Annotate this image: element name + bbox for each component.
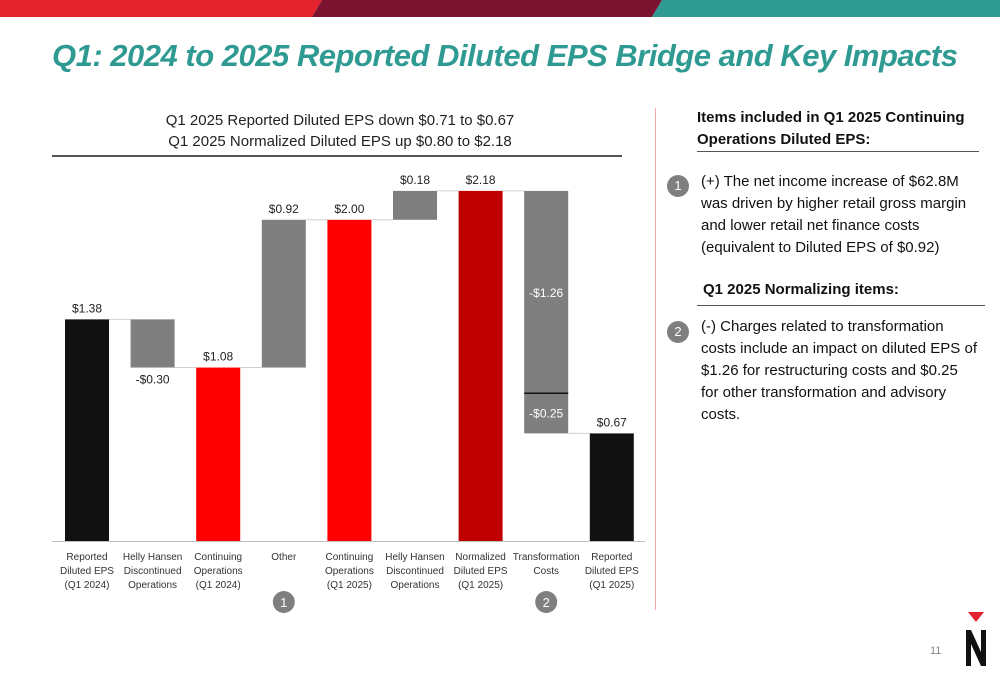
bar-label-3: $0.92 [269,202,299,216]
top-bar-maroon-segment [312,0,662,17]
item-2-badge: 2 [667,321,689,343]
bar-2 [196,367,241,541]
category-label-1-1: Discontinued [124,566,182,577]
category-label-6-2: (Q1 2025) [458,580,503,591]
bar-label-8: $0.67 [597,415,627,429]
bar-8 [589,433,634,541]
category-label-8-2: (Q1 2025) [589,580,634,591]
top-bar-teal-segment [652,0,1000,17]
category-label-0-0: Reported [66,552,107,563]
category-label-7-1: Costs [533,566,559,577]
category-label-5-0: Helly Hansen [385,552,444,563]
bar-1 [130,319,175,368]
segment-label-7-0: -$1.26 [529,286,563,300]
bar-3 [261,219,306,368]
marker-label-1: 2 [543,595,550,610]
category-label-2-2: (Q1 2024) [196,580,241,591]
category-label-4-2: (Q1 2025) [327,580,372,591]
category-label-4-1: Operations [325,566,374,577]
top-bar-red-segment [0,0,322,17]
chart-subtitle-reported: Q1 2025 Reported Diluted EPS down $0.71 … [165,112,515,129]
category-label-1-0: Helly Hansen [123,552,182,563]
marker-circle-0 [272,591,295,613]
bar-4 [327,219,372,542]
category-label-7-0: Transformation [513,552,580,563]
category-label-5-1: Discontinued [386,566,444,577]
bar-label-0: $1.38 [72,301,102,315]
category-label-5-2: Operations [391,580,440,591]
category-label-8-0: Reported [591,552,632,563]
bar-label-6: $2.18 [466,173,496,187]
top-color-bar [0,0,1000,17]
category-label-0-2: (Q1 2024) [64,580,109,591]
category-label-2-0: Continuing [194,552,242,563]
bar-6 [458,190,503,541]
item-1-text: (+) The net income increase of $62.8M wa… [701,173,967,256]
eps-bridge-chart: $1.38 Reported Diluted EPS (Q1 2024) -$0.30 H… [52,173,645,613]
page-number: 11 [930,645,942,657]
bar-7 [524,190,569,434]
chart-subtitle-normalized: Q1 2025 Normalized Diluted EPS up $0.80 … [168,133,512,150]
bar-label-4: $2.00 [334,202,364,216]
category-label-1-2: Operations [128,580,177,591]
marker-circle-1 [535,591,558,613]
bar-5 [393,190,437,220]
company-logo-icon [966,612,986,666]
vertical-divider [655,108,656,610]
normalizing-items-heading: Q1 2025 Normalizing items: [703,281,899,298]
subtitle-underline [52,155,622,157]
category-label-0-1: Diluted EPS [60,566,114,577]
included-items-underline [697,151,979,152]
category-label-6-1: Diluted EPS [454,566,508,577]
bar-label-1: -$0.30 [136,373,170,387]
included-items-heading: Items included in Q1 2025 Continuing Ope… [697,109,965,148]
item-2-text: (-) Charges related to transformation co… [701,318,977,423]
bar-label-2: $1.08 [203,350,233,364]
bar-0 [65,319,109,541]
category-label-3-0: Other [271,552,297,563]
bar-label-5: $0.18 [400,173,430,187]
category-label-4-0: Continuing [325,552,373,563]
page-title: Q1: 2024 to 2025 Reported Diluted EPS Br… [52,38,958,73]
category-label-8-1: Diluted EPS [585,566,639,577]
category-label-6-0: Normalized [455,552,506,563]
item-1-badge: 1 [667,175,689,197]
marker-label-0: 1 [280,595,287,610]
category-label-2-1: Operations [194,566,243,577]
normalizing-items-underline [697,305,985,306]
segment-label-7-1: -$0.25 [529,406,563,420]
